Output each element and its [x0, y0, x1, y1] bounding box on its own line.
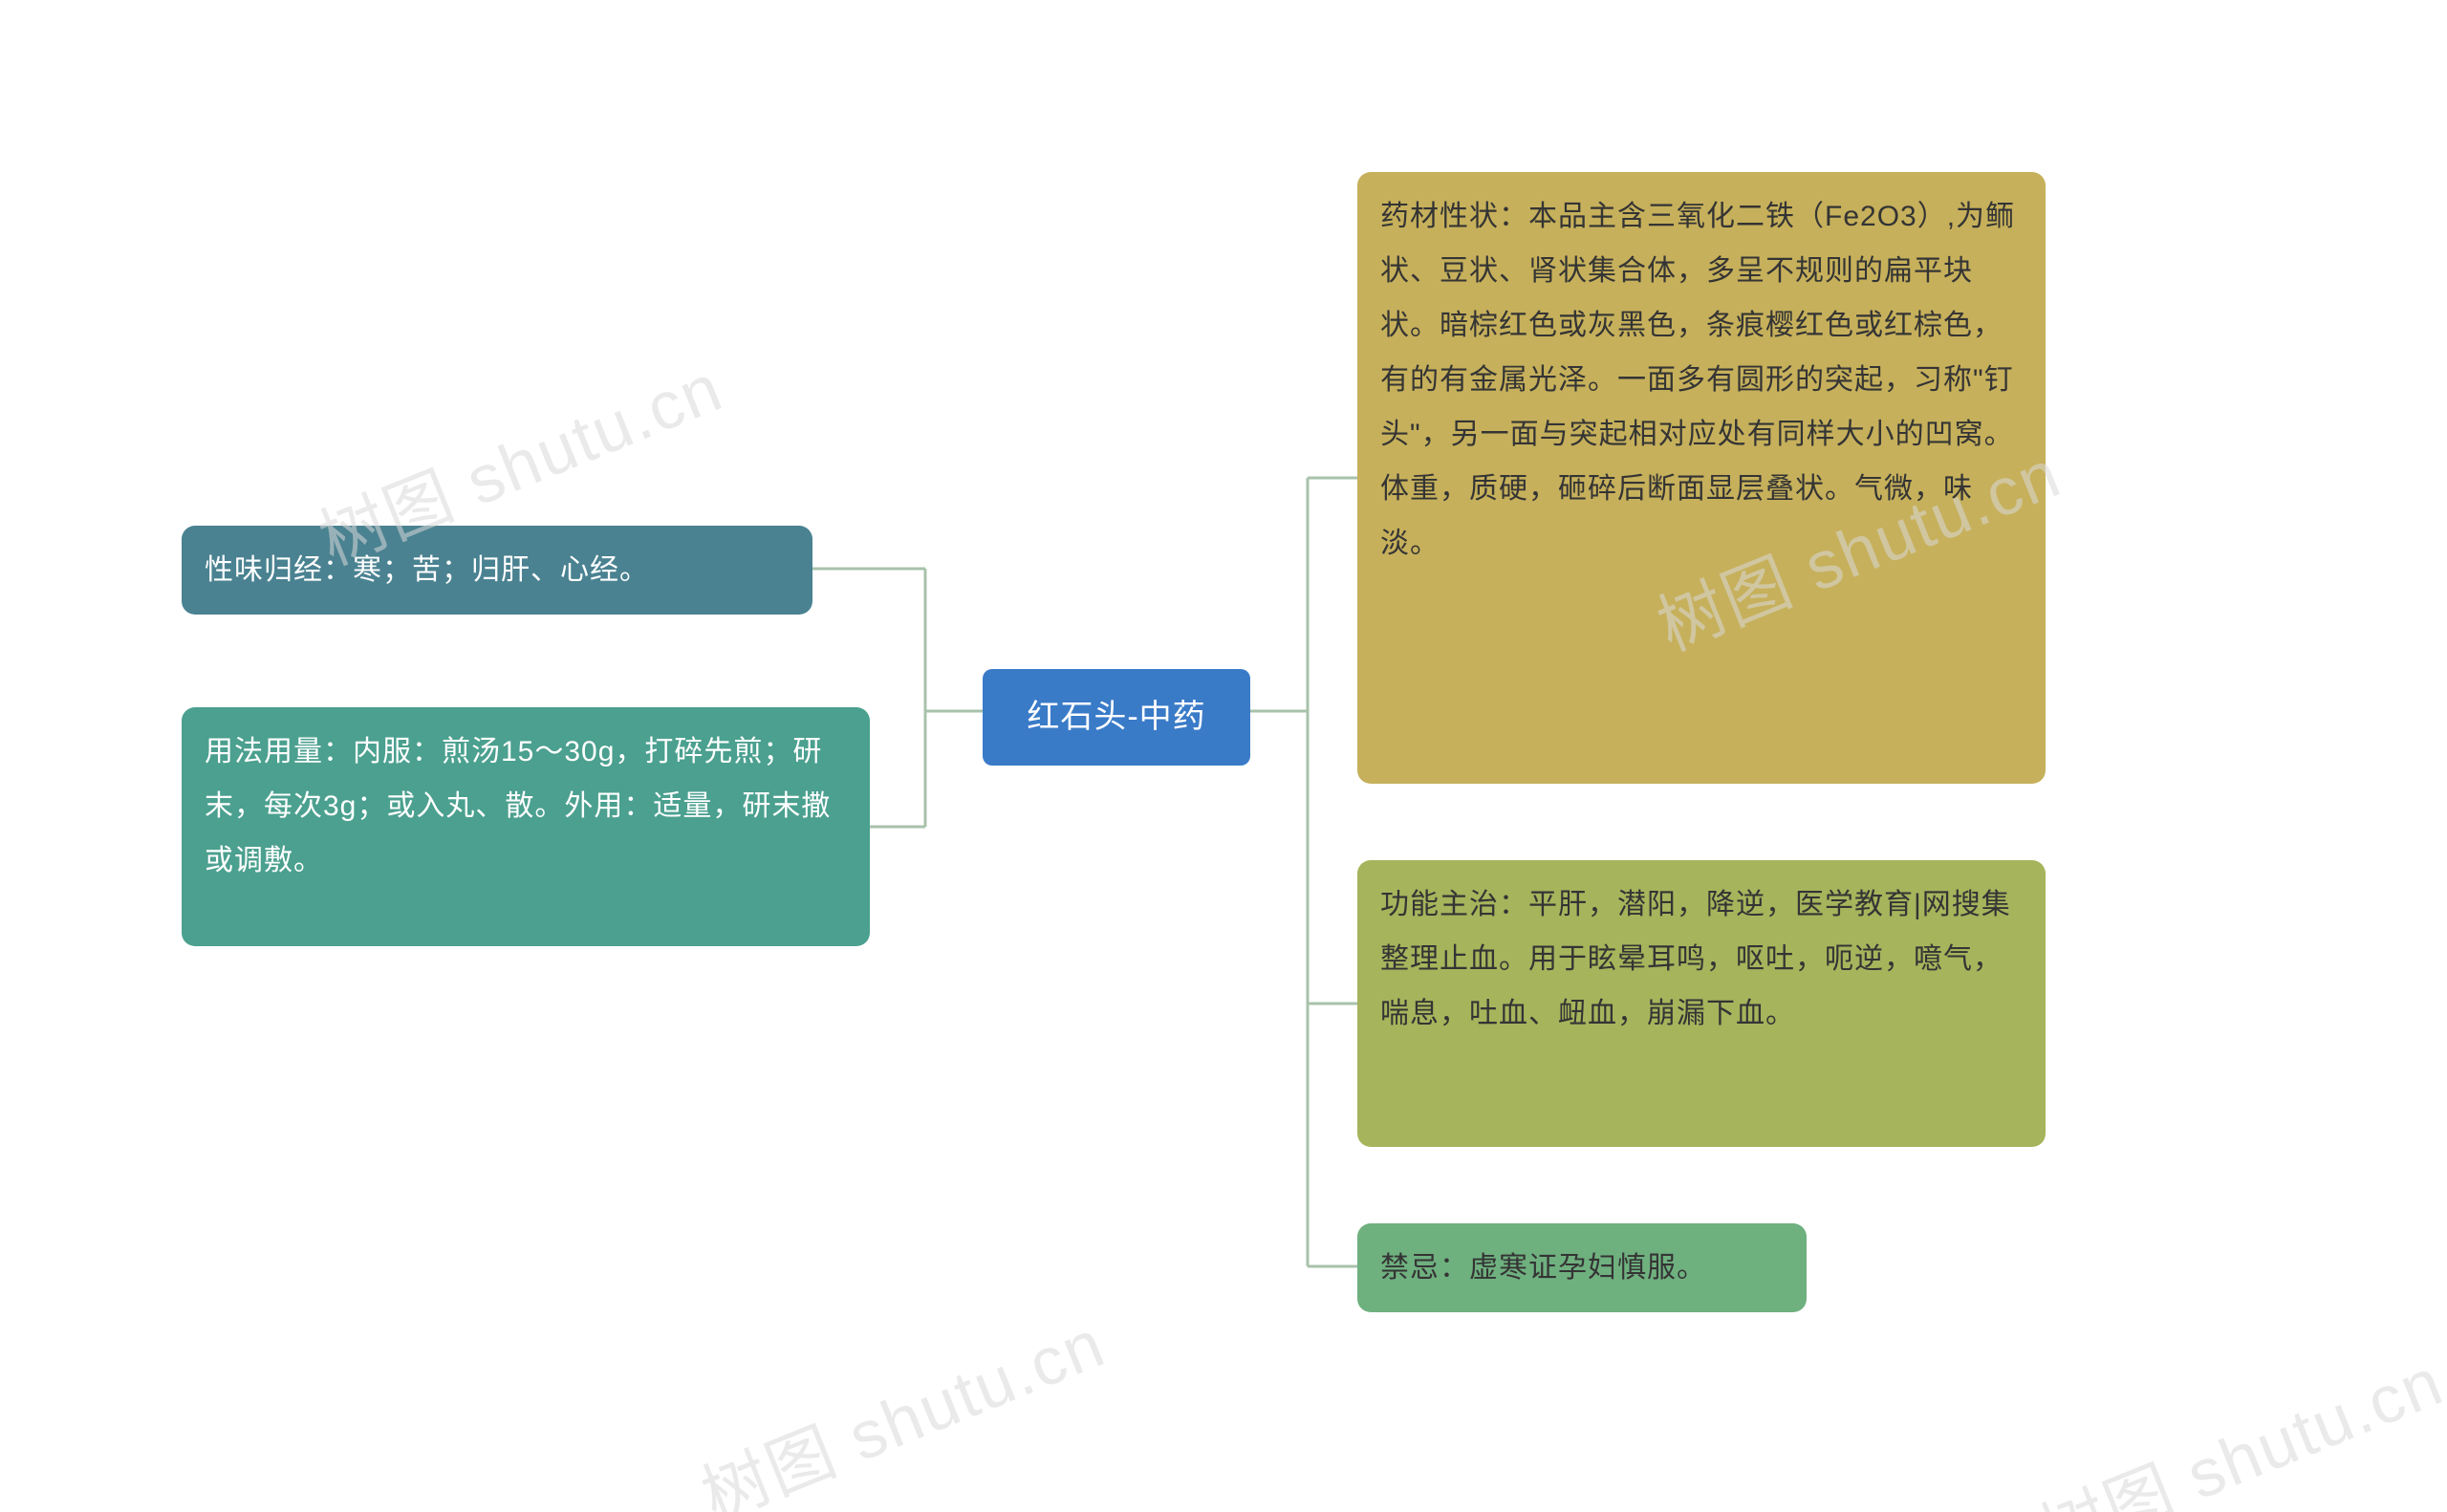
- node-prop-meridian[interactable]: 性味归经：寒；苦；归肝、心经。: [182, 526, 812, 615]
- node-prop-meridian-text: 性味归经：寒；苦；归肝、心经。: [205, 554, 649, 586]
- watermark: 树图 shutu.cn: [2024, 1328, 2447, 1512]
- node-usage-dosage-text: 用法用量：内服：煎汤15～30g，打碎先煎；研末，每次3g；或入丸、散。外用：适…: [205, 736, 831, 876]
- node-functions[interactable]: 功能主治：平肝，潜阳，降逆，医学教育|网搜集整理止血。用于眩晕耳鸣，呕吐，呃逆，…: [1357, 860, 2046, 1147]
- node-characteristics[interactable]: 药材性状：本品主含三氧化二铁（Fe2O3）,为鲕状、豆状、肾状集合体，多呈不规则…: [1357, 172, 2046, 784]
- root-node[interactable]: 红石头-中药: [983, 669, 1250, 766]
- watermark: 树图 shutu.cn: [685, 1290, 1116, 1512]
- node-functions-text: 功能主治：平肝，潜阳，降逆，医学教育|网搜集整理止血。用于眩晕耳鸣，呕吐，呃逆，…: [1380, 889, 2011, 1029]
- node-contraindication-text: 禁忌：虚寒证孕妇慎服。: [1380, 1252, 1706, 1284]
- node-usage-dosage[interactable]: 用法用量：内服：煎汤15～30g，打碎先煎；研末，每次3g；或入丸、散。外用：适…: [182, 707, 870, 946]
- node-characteristics-text: 药材性状：本品主含三氧化二铁（Fe2O3）,为鲕状、豆状、肾状集合体，多呈不规则…: [1380, 201, 2015, 559]
- root-node-label: 红石头-中药: [1027, 686, 1205, 748]
- node-contraindication[interactable]: 禁忌：虚寒证孕妇慎服。: [1357, 1223, 1807, 1312]
